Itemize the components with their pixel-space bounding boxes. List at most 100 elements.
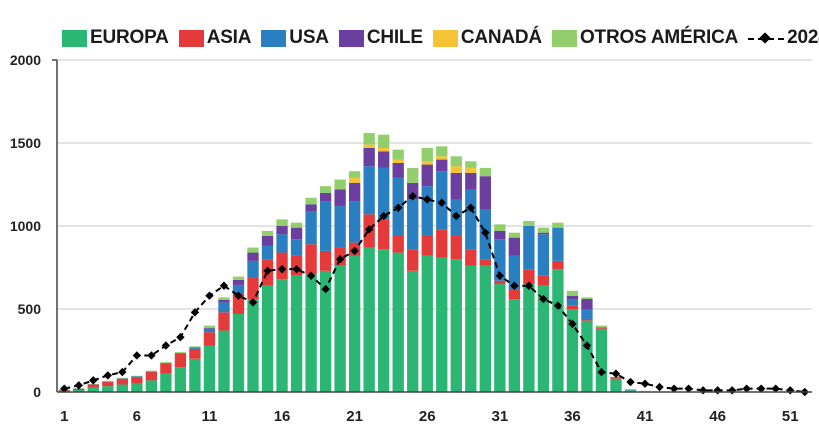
marker-2024-week-9 bbox=[176, 333, 185, 342]
bar-segment-usa-week-32 bbox=[508, 255, 521, 290]
bar-segment-chile-week-22 bbox=[363, 147, 375, 167]
bar-segment-asia-week-35 bbox=[552, 260, 564, 270]
bar-segment-usa-week-13 bbox=[232, 284, 245, 295]
marker-2024-week-39 bbox=[611, 369, 621, 378]
bar-segment-asia-week-9 bbox=[174, 353, 187, 368]
bar-segment-europa-week-20 bbox=[334, 265, 346, 392]
bar-segment-otros-am-rica-week-20 bbox=[334, 179, 346, 190]
axes bbox=[52, 59, 812, 393]
bar-segment-asia-week-31 bbox=[494, 280, 506, 285]
x-tick-labels: 1 6 11 16 21 26 31 36 41 46 51 bbox=[60, 408, 798, 425]
bar-segment-usa-week-17 bbox=[290, 239, 303, 256]
marker-2024-week-10 bbox=[190, 308, 200, 317]
bar-segment-asia-week-10 bbox=[189, 348, 201, 359]
marker-2024-week-50 bbox=[771, 384, 780, 393]
bar-segment-europa-week-22 bbox=[363, 247, 375, 392]
bar-segment-usa-week-33 bbox=[523, 226, 535, 270]
bar-segment-europa-week-40 bbox=[624, 390, 637, 392]
y-tick-label: 500 bbox=[18, 301, 42, 317]
bar-segment-europa-week-35 bbox=[552, 269, 564, 392]
bar-segment-chile-week-16 bbox=[276, 226, 288, 235]
bar-segment-otros-am-rica-week-14 bbox=[247, 247, 259, 253]
x-tick-label: 36 bbox=[564, 408, 581, 425]
marker-2024-week-8 bbox=[161, 341, 171, 350]
bar-segment-usa-week-29 bbox=[465, 189, 477, 250]
bar-segment-usa-week-31 bbox=[494, 239, 506, 281]
bar-segment-asia-week-11 bbox=[203, 332, 216, 346]
legend-item-asia: ASIA bbox=[178, 27, 251, 49]
marker-2024-week-27 bbox=[437, 198, 446, 207]
bar-segment-usa-week-19 bbox=[319, 201, 332, 251]
marker-2024-week-6 bbox=[132, 351, 142, 360]
bar-segment-asia-week-14 bbox=[247, 277, 259, 300]
bar-segment-asia-week-37 bbox=[581, 318, 593, 321]
bar-segment-asia-week-12 bbox=[218, 312, 230, 331]
bar-segment-usa-week-18 bbox=[305, 211, 317, 245]
bar-segment-otros-am-rica-week-33 bbox=[523, 221, 535, 226]
bar-segment-usa-week-8 bbox=[160, 362, 172, 364]
bar-segment-chile-week-19 bbox=[319, 192, 332, 202]
bar-segment-europa-week-34 bbox=[537, 285, 550, 392]
bar-segment-otros-am-rica-week-30 bbox=[479, 167, 491, 177]
bar-segment-usa-week-40 bbox=[624, 389, 637, 391]
bar-segment-europa-week-39 bbox=[610, 378, 622, 392]
legend-item-canada: CANADÁ bbox=[432, 27, 542, 49]
bar-segment-europa-week-37 bbox=[581, 320, 593, 392]
bar-segment-europa-week-27 bbox=[436, 257, 448, 392]
bar-segment-asia-week-28 bbox=[450, 235, 462, 260]
marker-2024-week-35 bbox=[553, 301, 563, 310]
bar-segment-europa-week-8 bbox=[160, 373, 172, 392]
bar-segment-europa-week-14 bbox=[247, 299, 259, 392]
bar-segment-otros-am-rica-week-15 bbox=[261, 230, 274, 236]
legend-label-europa: EUROPA bbox=[90, 27, 169, 48]
bar-segment-asia-week-6 bbox=[131, 377, 143, 384]
legend-label-canada: CANADÁ bbox=[460, 27, 542, 48]
bar-segment-chile-week-27 bbox=[436, 159, 448, 172]
bar-segment-chile-week-11 bbox=[203, 328, 216, 329]
x-tick-label: 51 bbox=[782, 408, 799, 425]
bar-segment-asia-week-7 bbox=[145, 372, 158, 381]
bar-segment-chile-week-14 bbox=[247, 252, 259, 261]
legend-line-2024-icon bbox=[748, 30, 785, 47]
bar-segment-chile-week-31 bbox=[494, 230, 506, 240]
bar-segment-europa-week-6 bbox=[131, 383, 143, 392]
legend-item-chile: CHILE bbox=[338, 27, 423, 49]
bar-segment-usa-week-15 bbox=[261, 245, 274, 260]
bar-segment-europa-week-28 bbox=[450, 259, 462, 392]
bar-segment-usa-week-22 bbox=[363, 166, 375, 215]
bar-segment-otros-am-rica-week-28 bbox=[450, 156, 462, 167]
bar-segment-otros-am-rica-week-18 bbox=[305, 197, 317, 205]
bar-segment-otros-am-rica-week-31 bbox=[494, 224, 506, 231]
bar-segment-asia-week-36 bbox=[566, 305, 579, 309]
legend: EUROPA ASIA USA CHILE CANADÁ OTROS AMÉRI… bbox=[62, 27, 819, 49]
y-tick-labels: 0 500 1000 1500 2000 bbox=[10, 52, 41, 400]
marker-2024-week-7 bbox=[147, 351, 156, 360]
bar-segment-europa-week-2 bbox=[73, 390, 85, 392]
marker-2024-week-1 bbox=[60, 384, 69, 393]
legend-swatch-otros-america bbox=[551, 29, 577, 47]
bar-segment-asia-week-34 bbox=[537, 275, 550, 286]
bar-segment-otros-am-rica-week-32 bbox=[508, 232, 521, 238]
bar-segment-usa-week-26 bbox=[421, 186, 433, 236]
marker-2024-week-47 bbox=[727, 386, 737, 395]
bar-segment-otros-am-rica-week-16 bbox=[276, 219, 288, 226]
marker-2024-week-2 bbox=[74, 381, 83, 390]
bar-segment-chile-week-12 bbox=[218, 299, 230, 303]
bar-segment-otros-am-rica-week-17 bbox=[290, 222, 303, 228]
y-tick-label: 1000 bbox=[10, 218, 41, 234]
bar-segment-europa-week-10 bbox=[189, 358, 201, 392]
marker-2024-week-15 bbox=[263, 266, 272, 276]
bar-segment-europa-week-31 bbox=[494, 284, 506, 392]
marker-2024-week-51 bbox=[786, 386, 795, 395]
bar-segment-usa-week-38 bbox=[595, 327, 608, 329]
bar-segment-otros-am-rica-week-37 bbox=[581, 297, 593, 300]
x-tick-label: 46 bbox=[709, 408, 726, 425]
legend-label-usa: USA bbox=[289, 27, 329, 48]
bar-segment-chile-week-23 bbox=[378, 151, 390, 168]
bar-segment-chile-week-17 bbox=[290, 227, 303, 240]
bar-segment-usa-week-10 bbox=[189, 347, 201, 349]
bar-segment-chile-week-13 bbox=[232, 279, 245, 285]
marker-2024-week-43 bbox=[669, 384, 679, 393]
bar-segment-canad--week-29 bbox=[465, 167, 477, 173]
bar-segment-usa-week-12 bbox=[218, 302, 230, 313]
